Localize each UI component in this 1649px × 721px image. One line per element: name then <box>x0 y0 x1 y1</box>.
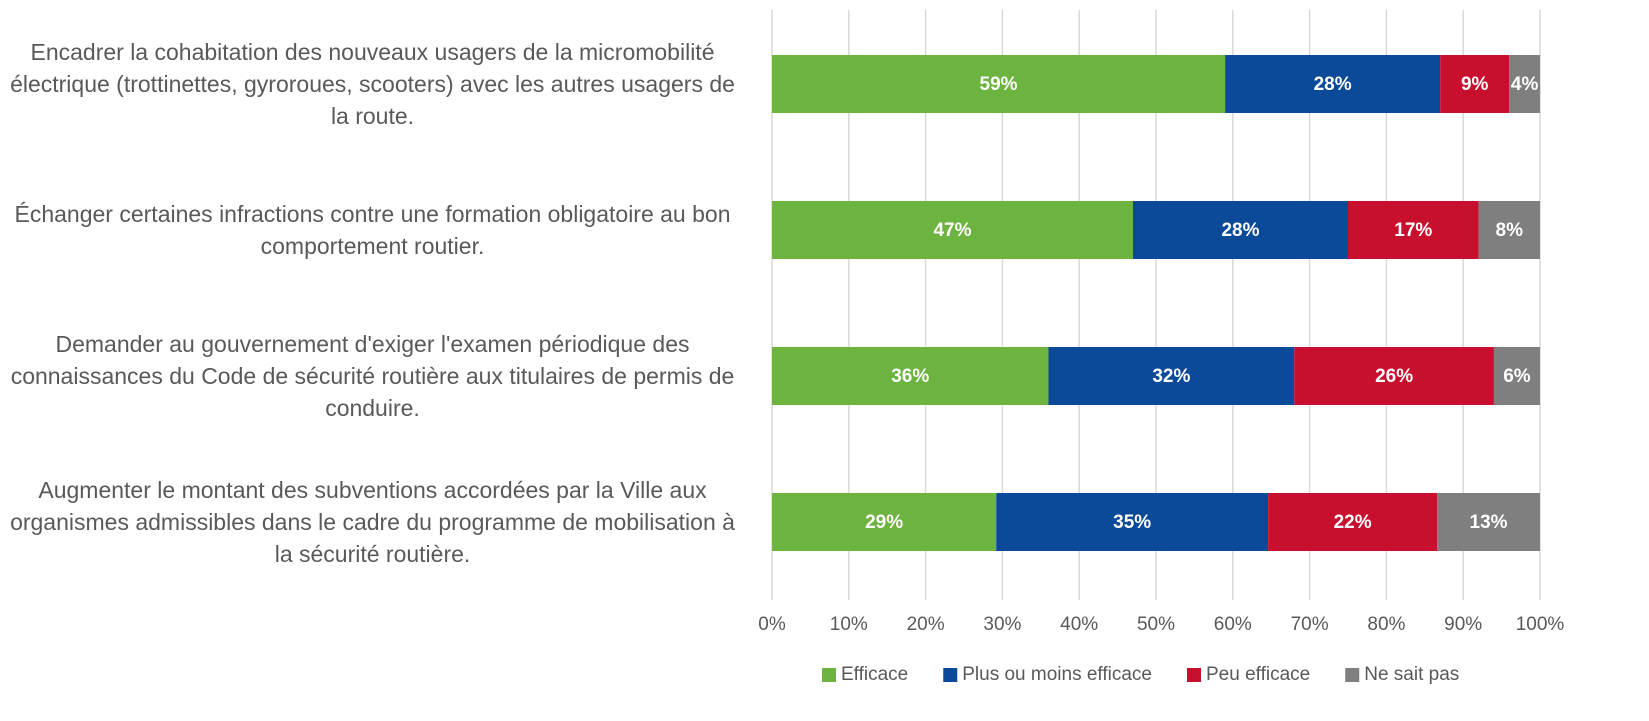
bar-segment <box>1268 493 1438 551</box>
data-label: 17% <box>1394 220 1432 241</box>
category-label: Encadrer la cohabitation des nouveaux us… <box>10 39 735 129</box>
category-label: Échanger certaines infractions contre un… <box>14 201 731 259</box>
data-label: 36% <box>891 366 929 387</box>
legend-swatch <box>1345 668 1360 682</box>
data-label: 59% <box>980 74 1018 95</box>
legend-swatch <box>1187 668 1201 682</box>
bar-segment <box>772 493 997 551</box>
data-label: 35% <box>1113 512 1151 533</box>
data-label: 9% <box>1461 74 1489 95</box>
category-label: Demander au gouvernement d'exiger l'exam… <box>10 331 735 421</box>
bar-segment <box>1440 55 1510 113</box>
legend-swatch <box>943 668 958 682</box>
bar-segment <box>1478 201 1540 259</box>
bar-segment <box>772 201 1133 259</box>
bar-segment <box>772 347 1049 405</box>
bar-segment <box>1348 201 1479 259</box>
category-label: Augmenter le montant des subventions acc… <box>10 477 735 567</box>
data-label: 26% <box>1375 366 1413 387</box>
x-tick-label: 90% <box>1444 614 1482 635</box>
data-label: 6% <box>1503 366 1531 387</box>
bar-segment <box>1437 493 1540 551</box>
bar-segment <box>1225 55 1441 113</box>
x-tick-label: 40% <box>1060 614 1098 635</box>
legend-label: Ne sait pas <box>1364 664 1459 685</box>
x-tick-label: 60% <box>1214 614 1252 635</box>
bar-segment <box>1294 347 1494 405</box>
data-label: 47% <box>933 220 971 241</box>
bar-segment <box>996 493 1269 551</box>
x-tick-label: 80% <box>1367 614 1405 635</box>
x-tick-label: 30% <box>983 614 1021 635</box>
legend-swatch <box>822 668 836 682</box>
legend-label: Efficace <box>841 664 908 685</box>
legend-label: Plus ou moins efficace <box>962 664 1152 685</box>
bar-segment <box>1048 347 1295 405</box>
data-label: 32% <box>1152 366 1190 387</box>
bar-segment <box>1509 55 1540 113</box>
x-tick-label: 100% <box>1516 614 1565 635</box>
x-tick-label: 0% <box>758 614 786 635</box>
data-label: 28% <box>1314 74 1352 95</box>
x-tick-label: 70% <box>1291 614 1329 635</box>
bar-segment <box>1493 347 1540 405</box>
data-label: 8% <box>1496 220 1524 241</box>
data-label: 29% <box>865 512 903 533</box>
bar-segment <box>1132 201 1348 259</box>
data-label: 22% <box>1334 512 1372 533</box>
bar-segment <box>772 55 1226 113</box>
data-label: 28% <box>1221 220 1259 241</box>
x-tick-label: 20% <box>907 614 945 635</box>
legend-label: Peu efficace <box>1206 664 1310 685</box>
data-label: 4% <box>1511 74 1539 95</box>
data-label: 13% <box>1470 512 1508 533</box>
x-tick-label: 10% <box>830 614 868 635</box>
x-tick-label: 50% <box>1137 614 1175 635</box>
